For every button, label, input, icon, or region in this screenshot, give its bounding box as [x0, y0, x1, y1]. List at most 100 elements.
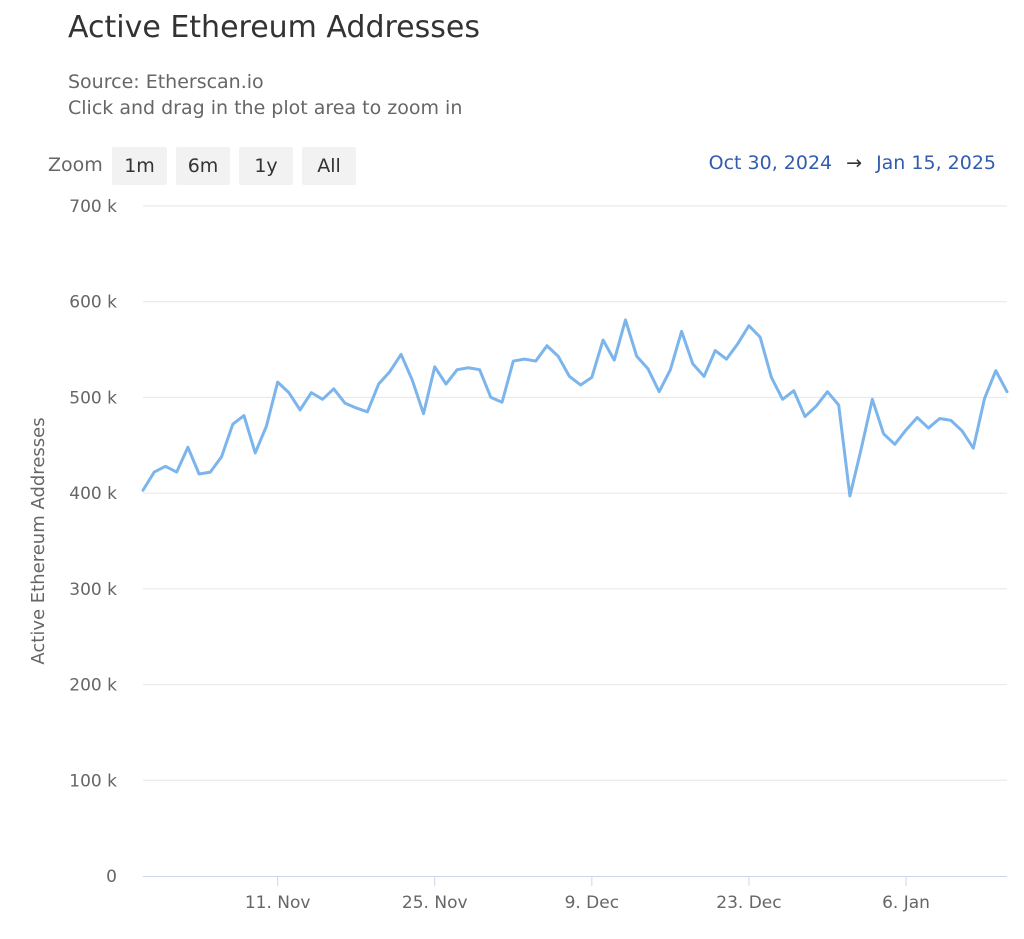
data-point [848, 494, 852, 498]
y-tick-label: 400 k [69, 484, 117, 504]
source-text: Source: Etherscan.io [68, 71, 264, 93]
zoom-label: Zoom [48, 154, 103, 176]
data-point [433, 365, 437, 369]
data-point [859, 447, 863, 451]
data-point [713, 349, 717, 353]
data-point [702, 374, 706, 378]
data-point [455, 368, 459, 372]
data-point [242, 414, 246, 418]
date-range: Oct 30, 2024 → Jan 15, 2025 [709, 152, 996, 174]
data-point [365, 410, 369, 414]
data-point [163, 464, 167, 468]
series-line [141, 318, 1009, 498]
data-point [321, 397, 325, 401]
data-point [332, 387, 336, 391]
data-point [971, 446, 975, 450]
data-point [837, 403, 841, 407]
data-point [567, 374, 571, 378]
data-point [186, 445, 190, 449]
data-point [276, 380, 280, 384]
data-point [882, 432, 886, 436]
data-point [814, 404, 818, 408]
data-point [994, 369, 998, 373]
range-from-input[interactable]: Oct 30, 2024 [708, 152, 833, 174]
x-tick-label: 11. Nov [245, 893, 311, 913]
data-point [635, 354, 639, 358]
zoom-1y-button[interactable]: 1y [239, 147, 293, 185]
x-tick-label: 23. Dec [716, 893, 781, 913]
data-point [825, 390, 829, 394]
y-tick-label: 100 k [69, 771, 117, 791]
data-point [377, 382, 381, 386]
data-point [534, 359, 538, 363]
data-point [141, 488, 145, 492]
data-point [623, 318, 627, 322]
data-point [724, 357, 728, 361]
data-point [264, 424, 268, 428]
data-point [556, 354, 560, 358]
data-point [478, 368, 482, 372]
y-tick-label: 700 k [69, 197, 117, 217]
data-point [422, 412, 426, 416]
data-point [893, 442, 897, 446]
data-point [399, 352, 403, 356]
y-tick-label: 500 k [69, 388, 117, 408]
data-point [769, 375, 773, 379]
data-point [343, 401, 347, 405]
zoom-1m-button[interactable]: 1m [112, 147, 167, 185]
y-axis-title: Active Ethereum Addresses [28, 417, 49, 664]
data-point [298, 408, 302, 412]
data-point [949, 418, 953, 422]
data-point [220, 455, 224, 459]
chart-subtitle: Source: Etherscan.io Click and drag in t… [68, 69, 462, 121]
data-point [466, 366, 470, 370]
range-arrow: → [846, 152, 863, 174]
data-point [680, 329, 684, 333]
data-point [747, 324, 751, 328]
data-point [792, 389, 796, 393]
zoom-6m-button[interactable]: 6m [176, 147, 230, 185]
data-point [803, 415, 807, 419]
data-point [354, 406, 358, 410]
data-point [612, 358, 616, 362]
data-point [253, 451, 257, 455]
data-point [197, 472, 201, 476]
data-point [545, 344, 549, 348]
data-point [511, 359, 515, 363]
y-tick-label: 200 k [69, 676, 117, 696]
data-point [736, 342, 740, 346]
x-tick-label: 9. Dec [565, 893, 620, 913]
data-point [938, 416, 942, 420]
data-point [601, 338, 605, 342]
data-point [646, 367, 650, 371]
data-point [523, 357, 527, 361]
data-point [208, 470, 212, 474]
x-tick-label: 25. Nov [402, 893, 468, 913]
data-point [489, 395, 493, 399]
data-point [231, 422, 235, 426]
data-point [590, 375, 594, 379]
data-point [1005, 390, 1009, 394]
data-point [388, 370, 392, 374]
data-point [926, 426, 930, 430]
zoom-all-button[interactable]: All [302, 147, 356, 185]
y-tick-label: 300 k [69, 580, 117, 600]
data-point [983, 396, 987, 400]
range-to-input[interactable]: Jan 15, 2025 [876, 152, 996, 174]
data-point [960, 429, 964, 433]
data-point [915, 416, 919, 420]
data-point [152, 470, 156, 474]
data-point [758, 335, 762, 339]
y-tick-label: 0 [106, 867, 117, 887]
data-point [175, 470, 179, 474]
y-tick-label: 600 k [69, 293, 117, 313]
data-point [870, 397, 874, 401]
data-point [579, 383, 583, 387]
chart-title: Active Ethereum Addresses [68, 10, 480, 45]
data-point [904, 428, 908, 432]
data-point [657, 390, 661, 394]
data-point [444, 382, 448, 386]
data-point [287, 391, 291, 395]
data-point [500, 400, 504, 404]
